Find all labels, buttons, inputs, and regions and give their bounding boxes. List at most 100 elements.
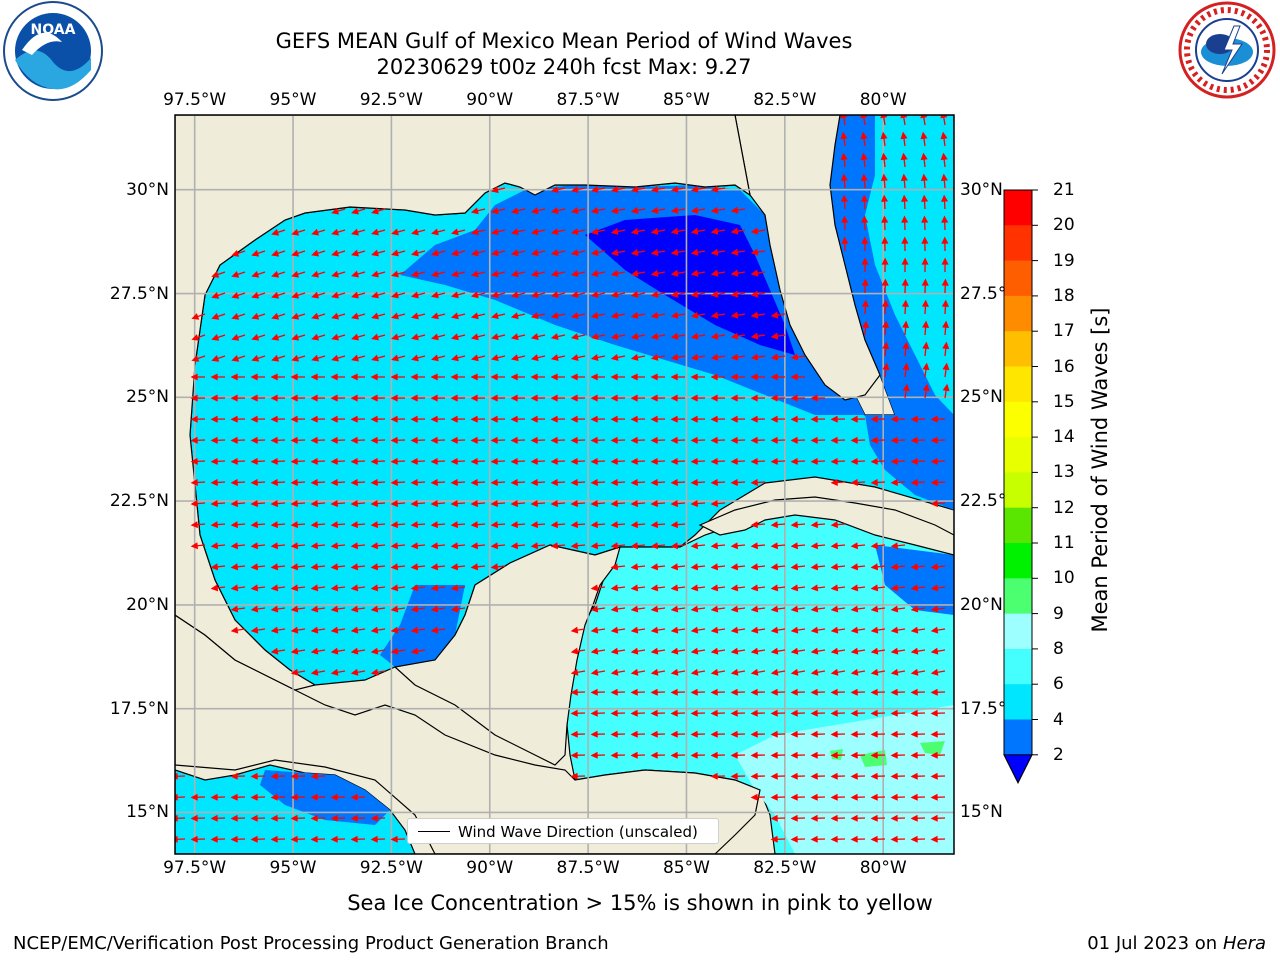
wind-arrow-head: [210, 457, 218, 465]
wind-arrow-head: [860, 131, 868, 140]
wind-arrow-head: [830, 521, 838, 529]
wind-arrow-head: [610, 227, 619, 235]
wind-arrow-head: [250, 814, 258, 822]
wind-arrow-head: [690, 353, 699, 361]
wind-arrow-head: [630, 542, 639, 550]
wind-arrow-head: [371, 312, 379, 320]
wind-arrow-head: [790, 835, 798, 843]
wind-arrow-head: [490, 312, 499, 320]
wind-arrow-head: [861, 215, 869, 223]
wind-arrow-head: [750, 353, 759, 361]
wind-arrow-head: [630, 269, 639, 277]
wind-arrow-head: [890, 668, 899, 676]
wind-arrow-head: [550, 373, 558, 381]
wind-arrow-head: [410, 478, 418, 487]
wind-arrow-head: [870, 772, 878, 780]
wind-arrow-head: [670, 415, 678, 423]
wind-arrow-head: [430, 394, 438, 402]
wind-arrow-head: [190, 814, 198, 822]
wind-arrow-head: [940, 173, 948, 181]
lat-tick-right: 25°N: [960, 387, 1003, 408]
wind-arrow-head: [890, 542, 899, 550]
wind-arrow-head: [330, 584, 339, 592]
wind-arrow-head: [331, 354, 339, 362]
wind-arrow-head: [351, 207, 359, 215]
colorbar-segment: [1004, 260, 1032, 297]
wind-arrow-head: [310, 814, 318, 822]
wind-arrow-head: [231, 354, 240, 362]
wind-arrow-head: [570, 436, 578, 444]
wind-arrow-head: [570, 415, 578, 423]
wind-arrow-head: [890, 688, 898, 696]
wind-arrow-head: [910, 751, 918, 759]
wind-arrow-head: [470, 563, 479, 571]
wind-arrow-head: [730, 605, 739, 613]
colorbar-tick-label: 16: [1053, 356, 1075, 377]
wind-arrow-head: [390, 500, 398, 508]
wind-arrow-head: [470, 333, 479, 341]
map-frame: [174, 114, 955, 855]
wind-arrow-head: [650, 647, 659, 655]
wind-arrow-head: [942, 383, 950, 392]
green-patch-2: [920, 741, 945, 755]
wind-arrow-head: [430, 500, 438, 508]
wind-arrow-head: [650, 206, 659, 214]
wind-arrow-head: [350, 814, 358, 822]
wind-arrow-head: [710, 185, 719, 193]
wind-arrow-head: [882, 320, 890, 328]
wind-arrow-head: [470, 373, 478, 381]
wind-arrow-head: [750, 248, 759, 256]
wind-arrow: [942, 115, 946, 126]
wind-arrow-head: [942, 320, 950, 328]
wind-arrow-head: [730, 248, 739, 256]
wind-arrow-head: [630, 206, 639, 214]
wind-arrow-head: [190, 457, 198, 465]
wind-arrow-head: [310, 478, 318, 487]
wind-arrow-head: [670, 185, 679, 193]
wind-arrow-head: [650, 290, 659, 298]
wind-arrow-head: [510, 291, 519, 299]
wind-arrow-head: [330, 500, 338, 508]
wind-arrow-head: [410, 394, 418, 402]
wind-arrow-head: [431, 291, 439, 299]
wind-arrow-head: [470, 457, 478, 465]
lat-tick-left: 17.5°N: [109, 698, 169, 719]
colorbar-segment: [1004, 613, 1032, 650]
wind-arrow-head: [550, 500, 558, 508]
colorbar-tick-label: 2: [1053, 744, 1064, 765]
lon-tick-bottom: 95°W: [269, 858, 317, 878]
wind-arrow-head: [311, 270, 320, 278]
wind-arrow-head: [881, 257, 889, 265]
wind-arrow-head: [371, 333, 379, 341]
wind-arrow-head: [290, 521, 298, 529]
wind-arrow-head: [290, 542, 299, 550]
wind-arrow-head: [750, 751, 758, 759]
wind-arrow-head: [840, 173, 848, 181]
wind-arrow-head: [251, 291, 260, 299]
wind-arrow-head: [590, 626, 599, 634]
wind-arrow-head: [510, 394, 518, 402]
wind-arrow-head: [530, 542, 539, 550]
wind-arrow-head: [430, 584, 439, 592]
wind-arrow-head: [710, 311, 719, 319]
wind-arrow-head: [250, 626, 259, 634]
wind-arrow-head: [830, 605, 839, 613]
wind-arrow-head: [410, 521, 418, 529]
wind-arrow-head: [190, 521, 198, 529]
wind-arrow-head: [371, 249, 379, 257]
wind-arrow-head: [191, 334, 200, 341]
wind-arrow-head: [880, 173, 888, 181]
wind-arrow-head: [590, 270, 599, 277]
wind-arrow-head: [881, 278, 889, 286]
wind-arrow-head: [311, 249, 320, 257]
wind-arrow-head: [670, 542, 679, 550]
lat-tick-left: 27.5°N: [109, 283, 169, 304]
wind-arrow-head: [730, 772, 738, 780]
wind-arrow-head: [311, 312, 320, 320]
wind-arrow-head: [450, 563, 459, 571]
wind-arrow-head: [942, 341, 950, 350]
wind-arrow-head: [730, 751, 738, 759]
wind-arrow-head: [230, 563, 239, 571]
wind-arrow-head: [900, 152, 908, 161]
wind-arrow-head: [270, 457, 278, 465]
